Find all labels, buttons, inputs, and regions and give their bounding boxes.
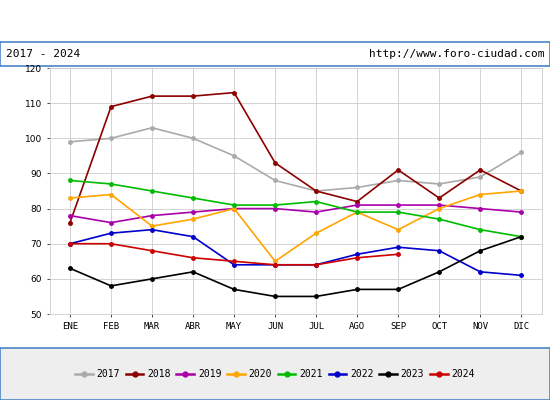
Text: 2017 - 2024: 2017 - 2024 — [6, 49, 80, 59]
Text: http://www.foro-ciudad.com: http://www.foro-ciudad.com — [369, 49, 544, 59]
Legend: 2017, 2018, 2019, 2020, 2021, 2022, 2023, 2024: 2017, 2018, 2019, 2020, 2021, 2022, 2023… — [71, 365, 479, 383]
Text: Evolucion del paro registrado en Soto de la Vega: Evolucion del paro registrado en Soto de… — [74, 14, 476, 28]
